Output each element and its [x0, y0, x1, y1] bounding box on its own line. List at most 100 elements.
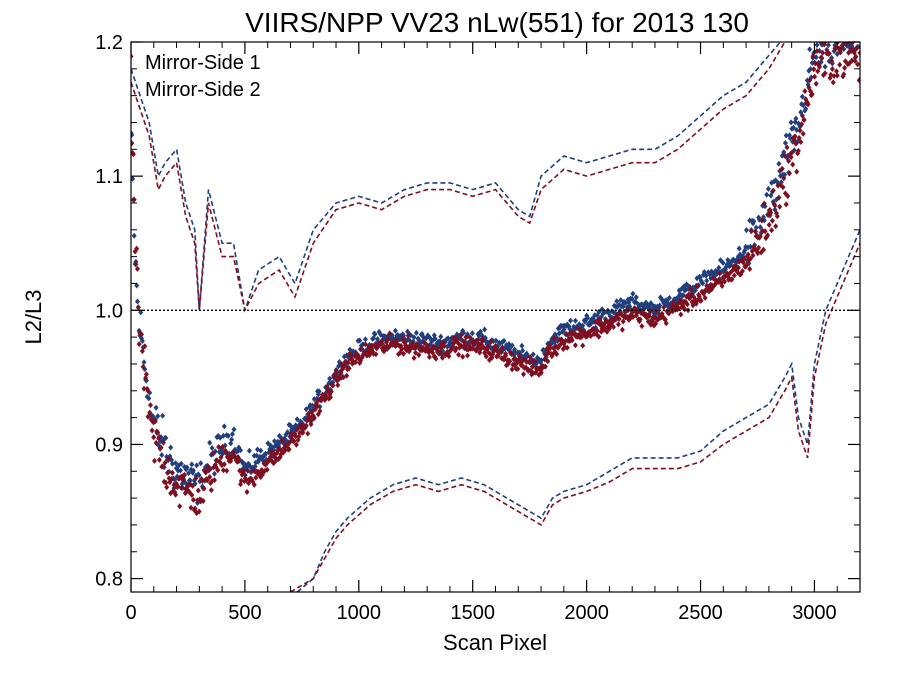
data-point-mirror-side-2 [201, 485, 207, 492]
data-point-mirror-side-2 [280, 437, 286, 444]
series-mirror-side-2 [131, 24, 860, 592]
legend-entry-mirror-side-2: Mirror-Side 2 [145, 79, 261, 101]
data-point-mirror-side-2 [328, 388, 334, 395]
data-point-mirror-side-2 [547, 345, 553, 352]
data-point-mirror-side-1 [221, 423, 227, 430]
data-point-mirror-side-1 [482, 326, 488, 333]
data-point-mirror-side-2 [449, 344, 455, 351]
data-point-mirror-side-2 [779, 165, 785, 172]
data-point-mirror-side-1 [700, 280, 706, 287]
data-point-mirror-side-2 [594, 327, 600, 334]
data-point-mirror-side-2 [332, 372, 338, 379]
data-point-mirror-side-1 [757, 224, 763, 231]
data-point-mirror-side-2 [409, 340, 415, 347]
data-point-mirror-side-2 [152, 457, 157, 464]
data-point-mirror-side-2 [415, 342, 421, 349]
data-point-mirror-side-2 [317, 408, 323, 414]
data-point-mirror-side-2 [141, 385, 147, 392]
data-point-mirror-side-1 [839, 34, 844, 40]
data-point-mirror-side-2 [829, 58, 835, 64]
data-point-mirror-side-2 [162, 459, 168, 466]
data-point-mirror-side-2 [152, 418, 158, 425]
data-point-mirror-side-2 [781, 175, 787, 182]
data-point-mirror-side-1 [692, 287, 698, 294]
data-point-mirror-side-1 [633, 294, 639, 301]
data-point-mirror-side-2 [802, 88, 808, 95]
data-point-mirror-side-2 [795, 147, 801, 154]
data-point-mirror-side-2 [770, 187, 776, 194]
data-point-mirror-side-2 [845, 24, 850, 30]
data-point-mirror-side-1 [822, 63, 828, 70]
data-point-mirror-side-1 [184, 464, 190, 471]
data-point-mirror-side-2 [463, 334, 469, 341]
data-point-mirror-side-2 [210, 450, 216, 457]
data-point-mirror-side-2 [488, 338, 494, 345]
data-point-mirror-side-1 [825, 17, 830, 23]
data-point-mirror-side-2 [532, 358, 538, 365]
data-point-mirror-side-1 [272, 438, 277, 445]
data-point-mirror-side-2 [190, 482, 196, 489]
data-point-mirror-side-1 [538, 357, 544, 364]
data-point-mirror-side-2 [337, 374, 343, 381]
data-point-mirror-side-2 [807, 77, 813, 84]
data-point-mirror-side-2 [458, 332, 464, 339]
data-point-mirror-side-2 [268, 448, 274, 455]
data-point-mirror-side-1 [131, 131, 135, 138]
data-point-mirror-side-2 [809, 91, 815, 98]
data-point-mirror-side-1 [520, 347, 526, 354]
data-point-mirror-side-2 [785, 193, 791, 200]
data-point-mirror-side-2 [814, 48, 820, 54]
data-point-mirror-side-2 [485, 343, 491, 350]
data-point-mirror-side-1 [246, 447, 252, 454]
data-point-mirror-side-1 [623, 299, 629, 306]
data-point-mirror-side-1 [432, 335, 438, 342]
data-point-mirror-side-2 [160, 463, 166, 470]
data-point-mirror-side-2 [702, 294, 708, 301]
data-point-mirror-side-2 [527, 353, 533, 360]
data-point-mirror-side-1 [857, 29, 862, 35]
data-point-mirror-side-1 [791, 124, 796, 131]
data-point-mirror-side-1 [720, 259, 726, 266]
data-point-mirror-side-2 [783, 201, 789, 208]
data-point-mirror-side-1 [187, 477, 193, 484]
data-point-mirror-side-2 [286, 446, 292, 453]
data-point-mirror-side-2 [472, 339, 478, 346]
data-point-mirror-side-2 [218, 454, 224, 461]
data-point-mirror-side-1 [716, 264, 722, 271]
data-point-mirror-side-2 [507, 358, 513, 365]
data-point-mirror-side-2 [216, 444, 222, 450]
data-point-mirror-side-2 [776, 194, 782, 201]
data-point-mirror-side-1 [392, 327, 398, 334]
data-point-mirror-side-1 [836, 21, 841, 27]
data-point-mirror-side-2 [542, 363, 548, 370]
data-point-mirror-side-2 [842, 64, 848, 71]
data-point-mirror-side-2 [158, 444, 164, 451]
data-point-mirror-side-2 [147, 409, 153, 416]
data-point-mirror-side-2 [178, 484, 184, 491]
data-point-mirror-side-2 [784, 144, 790, 151]
data-point-mirror-side-2 [551, 335, 557, 342]
data-point-mirror-side-1 [736, 245, 742, 252]
data-point-mirror-side-2 [169, 476, 174, 482]
data-point-mirror-side-2 [139, 331, 144, 338]
data-point-mirror-side-2 [768, 209, 774, 216]
data-point-mirror-side-2 [315, 403, 320, 410]
data-point-mirror-side-1 [131, 232, 137, 239]
data-point-mirror-side-2 [139, 348, 145, 355]
data-point-mirror-side-2 [759, 217, 765, 224]
data-point-mirror-side-2 [223, 449, 229, 456]
data-point-mirror-side-2 [305, 430, 311, 437]
data-point-mirror-side-1 [836, 36, 841, 42]
data-point-mirror-side-2 [439, 354, 445, 361]
data-point-mirror-side-2 [143, 371, 149, 378]
data-point-mirror-side-1 [411, 334, 417, 341]
data-point-mirror-side-2 [851, 49, 857, 56]
legend-entry-mirror-side-1: Mirror-Side 1 [145, 52, 261, 74]
data-point-mirror-side-2 [200, 498, 206, 504]
data-point-mirror-side-2 [140, 363, 146, 370]
chart-title: VIIRS/NPP VV23 nLw(551) for 2013 130 [245, 7, 749, 38]
data-point-mirror-side-2 [135, 265, 140, 272]
data-point-mirror-side-2 [812, 73, 818, 80]
data-point-mirror-side-2 [744, 261, 749, 268]
data-point-mirror-side-2 [362, 341, 368, 348]
